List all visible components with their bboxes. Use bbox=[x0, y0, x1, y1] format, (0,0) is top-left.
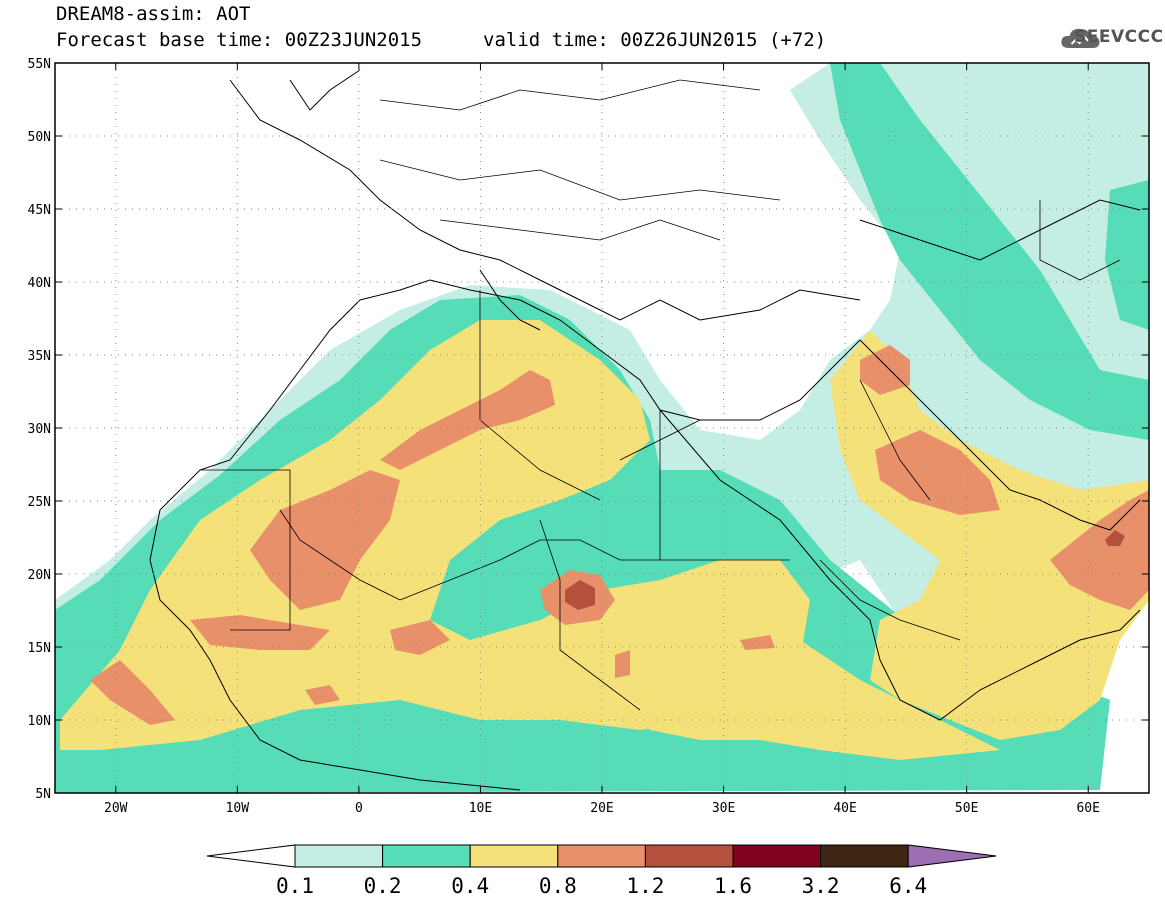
aot-field bbox=[55, 63, 1149, 793]
colorbar-level-label: 0.8 bbox=[539, 874, 577, 898]
colorbar-labels: 0.1 0.2 0.4 0.8 1.2 1.6 3.2 6.4 bbox=[276, 874, 927, 898]
lon-tick-label: 40E bbox=[833, 801, 856, 816]
political-borders bbox=[200, 79, 1121, 711]
colorbar-segment bbox=[382, 844, 471, 868]
colorbar-segment bbox=[644, 844, 734, 868]
colorbar-level-label: 1.2 bbox=[626, 874, 664, 898]
lon-tick-label: 30E bbox=[712, 801, 735, 816]
colorbar-segment bbox=[820, 844, 909, 868]
lat-tick-label: 5N bbox=[35, 787, 51, 802]
colorbar-level-label: 3.2 bbox=[802, 874, 840, 898]
cloud-icon bbox=[1061, 28, 1100, 48]
graticule bbox=[55, 63, 1149, 793]
lat-tick-label: 15N bbox=[28, 641, 51, 656]
colorbar-segment bbox=[294, 844, 384, 868]
lat-tick-label: 35N bbox=[28, 349, 51, 364]
valid-time-label: valid time: 00Z26JUN2015 (+72) bbox=[483, 29, 827, 51]
lat-tick-label: 40N bbox=[28, 276, 51, 291]
aot-band-1.2 bbox=[565, 530, 1125, 610]
lon-tick-label: 10E bbox=[469, 801, 492, 816]
colorbar-arrow-max bbox=[907, 844, 997, 868]
lat-tick-label: 30N bbox=[28, 422, 51, 437]
colorbar-segment bbox=[469, 844, 559, 868]
colorbar-segment bbox=[557, 844, 646, 868]
colorbar-level-label: 0.2 bbox=[364, 874, 402, 898]
lon-tick-label: 20W bbox=[104, 801, 128, 816]
lat-tick-labels: 55N 50N 45N 40N 35N 30N 25N 20N 15N 10N 5N bbox=[28, 57, 51, 802]
colorbar-level-label: 0.4 bbox=[451, 874, 489, 898]
lat-tick-label: 10N bbox=[28, 714, 51, 729]
lon-tick-labels: 20W 10W 0 10E 20E 30E 40E 50E 60E bbox=[104, 801, 1100, 816]
lon-tick-label: 60E bbox=[1076, 801, 1099, 816]
lon-tick-label: 10W bbox=[226, 801, 250, 816]
lat-tick-label: 25N bbox=[28, 495, 51, 510]
lon-tick-label: 0 bbox=[355, 801, 363, 816]
lat-tick-label: 55N bbox=[28, 57, 51, 72]
lon-tick-label: 20E bbox=[590, 801, 613, 816]
colorbar-level-label: 0.1 bbox=[276, 874, 314, 898]
logo-text: SEEVCCC bbox=[1074, 27, 1164, 47]
lat-tick-label: 45N bbox=[28, 203, 51, 218]
axis-ticks bbox=[55, 62, 1149, 794]
colorbar-level-label: 1.6 bbox=[714, 874, 752, 898]
colorbar-level-label: 6.4 bbox=[889, 874, 927, 898]
colorbar-segment bbox=[732, 844, 822, 868]
base-time-label: Forecast base time: 00Z23JUN2015 bbox=[56, 29, 423, 51]
map-title: DREAM8-assim: AOT bbox=[56, 3, 251, 25]
lat-tick-label: 20N bbox=[28, 568, 51, 583]
aot-band-0.8 bbox=[90, 345, 1149, 725]
colorbar bbox=[206, 844, 997, 868]
lat-tick-label: 50N bbox=[28, 130, 51, 145]
colorbar-arrow-min bbox=[206, 844, 296, 868]
lon-tick-label: 50E bbox=[955, 801, 978, 816]
